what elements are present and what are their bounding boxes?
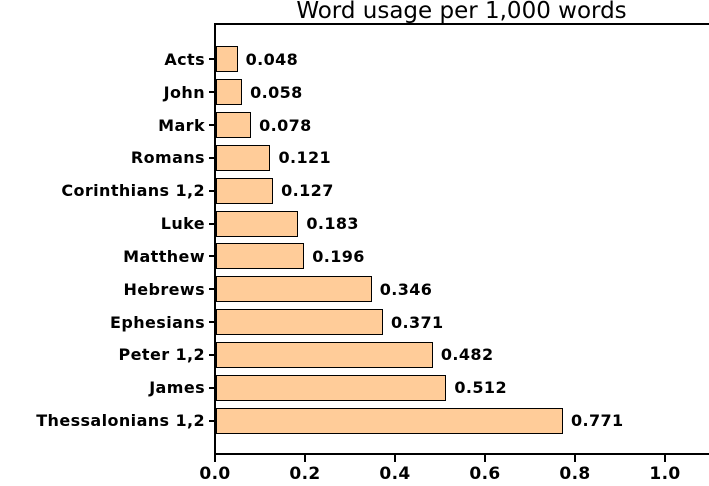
x-tick-label: 0.2 xyxy=(289,464,321,484)
x-tick xyxy=(664,455,666,462)
bar-rows: Acts 0.048 John 0.058 Mark 0.078 Romans 0.121 Co… xyxy=(0,23,709,455)
chart-title: Word usage per 1,000 words xyxy=(296,0,627,24)
value-label: 0.512 xyxy=(454,378,507,398)
category-label: Luke xyxy=(160,214,205,234)
value-label: 0.482 xyxy=(440,345,494,365)
value-label: 0.121 xyxy=(278,148,332,168)
y-tick xyxy=(209,288,214,291)
value-label: 0.771 xyxy=(570,411,624,431)
y-tick xyxy=(209,124,214,127)
x-tick xyxy=(214,455,216,462)
bar xyxy=(216,46,238,73)
bar xyxy=(216,243,305,270)
value-label: 0.346 xyxy=(379,279,433,299)
x-axis: 0.0 0.2 0.4 0.6 0.8 1.0 xyxy=(199,455,709,486)
bar xyxy=(216,374,447,401)
bar-row: John 0.058 xyxy=(0,76,709,109)
y-tick xyxy=(209,255,214,258)
bar xyxy=(216,112,252,139)
bar xyxy=(216,144,271,171)
category-label: Thessalonians 1,2 xyxy=(36,411,205,431)
category-label: Ephesians xyxy=(110,312,205,332)
bar-row: Ephesians 0.371 xyxy=(0,306,709,339)
value-label: 0.183 xyxy=(306,214,359,234)
y-tick xyxy=(209,386,214,389)
bar-row: Hebrews 0.346 xyxy=(0,273,709,306)
value-label: 0.058 xyxy=(250,82,303,102)
x-tick xyxy=(394,455,396,462)
y-tick xyxy=(209,189,214,192)
y-tick xyxy=(209,91,214,94)
y-tick xyxy=(209,321,214,324)
category-label: Matthew xyxy=(123,246,205,266)
bar-row: Luke 0.183 xyxy=(0,207,709,240)
bar xyxy=(216,79,243,106)
bar xyxy=(216,309,383,336)
x-tick-label: 0.6 xyxy=(469,464,501,484)
x-tick-label: 0.8 xyxy=(559,464,591,484)
bar xyxy=(216,276,372,303)
y-tick xyxy=(209,419,214,422)
value-label: 0.127 xyxy=(281,181,334,201)
value-label: 0.196 xyxy=(312,246,365,266)
bar xyxy=(216,341,433,368)
category-label: John xyxy=(163,82,205,102)
bar-row: Peter 1,2 0.482 xyxy=(0,338,709,371)
bar-row: Mark 0.078 xyxy=(0,109,709,142)
x-tick-label: 0.0 xyxy=(199,464,231,484)
x-tick xyxy=(304,455,306,462)
bar-row: Thessalonians 1,2 0.771 xyxy=(0,404,709,437)
category-label: Mark xyxy=(158,115,205,135)
x-tick-label: 1.0 xyxy=(649,464,681,484)
x-tick xyxy=(484,455,486,462)
bar xyxy=(216,407,563,434)
category-label: Peter 1,2 xyxy=(118,345,205,365)
value-label: 0.371 xyxy=(390,312,444,332)
bar xyxy=(216,177,274,204)
category-label: Acts xyxy=(164,49,205,69)
bar xyxy=(216,210,299,237)
bar-row: Romans 0.121 xyxy=(0,141,709,174)
y-tick xyxy=(209,222,214,225)
value-label: 0.048 xyxy=(245,49,299,69)
category-label: Romans xyxy=(130,148,205,168)
category-label: James xyxy=(149,378,205,398)
bar-row: Matthew 0.196 xyxy=(0,240,709,273)
bar-row: Acts 0.048 xyxy=(0,43,709,76)
y-tick xyxy=(209,156,214,159)
x-tick xyxy=(574,455,576,462)
plot-area xyxy=(214,23,709,455)
bar-row: James 0.512 xyxy=(0,371,709,404)
y-tick xyxy=(209,353,214,356)
category-label: Corinthians 1,2 xyxy=(61,181,205,201)
value-label: 0.078 xyxy=(259,115,312,135)
category-label: Hebrews xyxy=(123,279,205,299)
x-tick-label: 0.4 xyxy=(379,464,411,484)
y-tick xyxy=(209,58,214,61)
bar-row: Corinthians 1,2 0.127 xyxy=(0,174,709,207)
